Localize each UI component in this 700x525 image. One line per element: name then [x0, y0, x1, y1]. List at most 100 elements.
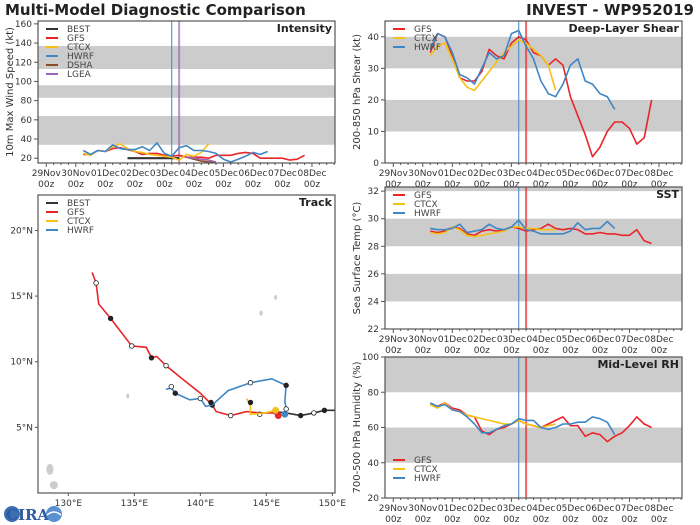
sst-panel: 29Nov00z30Nov00z01Dec00z02Dec00z03Dec00z… — [352, 186, 683, 356]
series-ctcx — [429, 39, 557, 92]
y-tick-label: 60 — [21, 116, 33, 126]
x-tick-label-date: 08Dec — [298, 169, 327, 179]
rh-plot-area — [385, 357, 682, 498]
x-tick-label-date: 30Nov — [61, 169, 91, 179]
y-tick-label: 20°N — [10, 226, 33, 236]
x-tick-label-hour: 00z — [503, 346, 519, 356]
x-tick-label-date: 07Dec — [268, 169, 297, 179]
x-tick-label-date: 30Nov — [408, 335, 438, 345]
legend-label-ctcx: CTCX — [414, 34, 438, 44]
series-lgea — [186, 156, 217, 163]
x-tick-label-date: 08Dec — [645, 335, 674, 345]
x-tick-label-hour: 00z — [97, 180, 113, 190]
x-tick-label-date: 06Dec — [238, 169, 267, 179]
x-tick-label-hour: 00z — [444, 515, 460, 525]
y-tick-label: 100 — [362, 353, 379, 363]
y-tick-label: 22 — [368, 325, 379, 335]
x-tick-label-hour: 00z — [651, 180, 667, 190]
plot-frame — [384, 356, 683, 499]
shaded-band — [385, 99, 682, 132]
series-gfs — [430, 223, 652, 245]
x-tick-label-hour: 00z — [474, 515, 490, 525]
x-tick-label-date: 08Dec — [645, 169, 674, 179]
sst-plot-area — [385, 187, 682, 329]
track-marker-hwrf — [247, 380, 254, 386]
track-marker-best — [321, 407, 328, 413]
legend-label-gfs: GFS — [414, 456, 432, 466]
x-tick-label-hour: 00z — [474, 180, 490, 190]
track-marker-hwrf — [281, 410, 289, 418]
y-tick-label: 15°N — [10, 292, 33, 302]
track-marker-gfs — [107, 315, 114, 322]
legend-label-hwrf: HWRF — [67, 52, 94, 62]
x-tick-label-date: 03Dec — [497, 335, 526, 345]
x-tick-label-date: 06Dec — [585, 335, 614, 345]
x-tick-label-hour: 00z — [651, 515, 667, 525]
x-tick-label-date: 05Dec — [556, 335, 585, 345]
x-tick-label-date: 03Dec — [497, 169, 526, 179]
legend-label-hwrf: HWRF — [414, 209, 441, 219]
y-axis-label: 10m Max Wind Speed (kt) — [5, 27, 16, 157]
cira-logo: CIRA — [4, 506, 62, 524]
legend-label-hwrf: HWRF — [414, 43, 441, 53]
rh-panel: 29Nov00z30Nov00z01Dec00z02Dec00z03Dec00z… — [352, 353, 683, 525]
x-tick-label-hour: 00z — [385, 346, 401, 356]
track-marker-ctcx — [272, 406, 280, 414]
storm-id-title: INVEST - WP952019 — [526, 1, 694, 19]
y-tick-label: 20 — [368, 96, 380, 106]
plot-frame — [37, 20, 336, 164]
x-tick-label-hour: 00z — [592, 180, 608, 190]
x-tick-label-hour: 00z — [127, 180, 143, 190]
track-marker-hwrf — [208, 399, 214, 406]
x-tick-label-hour: 00z — [444, 346, 460, 356]
x-tick-label-hour: 00z — [533, 515, 549, 525]
x-tick-label-hour: 00z — [533, 180, 549, 190]
x-tick-label-date: 02Dec — [120, 169, 149, 179]
x-tick-label-date: 02Dec — [467, 169, 496, 179]
x-tick-label-date: 04Dec — [179, 169, 208, 179]
y-tick-label: 30 — [368, 64, 380, 74]
legend-label-hwrf: HWRF — [414, 474, 441, 484]
x-tick-label-hour: 00z — [533, 346, 549, 356]
y-tick-label: 60 — [368, 424, 380, 434]
x-tick-label-date: 04Dec — [526, 335, 555, 345]
x-tick-label-hour: 00z — [186, 180, 202, 190]
panel-title: Deep-Layer Shear — [568, 22, 679, 35]
x-tick-label-hour: 00z — [38, 180, 54, 190]
legend-label-ctcx: CTCX — [67, 43, 91, 53]
plot-frame — [384, 186, 683, 330]
panel-title: Track — [299, 196, 333, 209]
intensity-panel: 29Nov00z30Nov00z01Dec00z02Dec00z03Dec00z… — [5, 20, 336, 190]
shaded-band — [385, 218, 682, 247]
legend-label-ctcx: CTCX — [414, 465, 438, 475]
x-tick-label: 140°E — [187, 499, 215, 509]
plot-frame — [37, 194, 336, 494]
x-tick-label-hour: 00z — [415, 346, 431, 356]
plot-frame — [384, 20, 683, 164]
track-marker-best — [311, 410, 317, 416]
panel-title: SST — [656, 188, 679, 201]
land-patch — [46, 463, 54, 475]
x-tick-label-hour: 00z — [592, 346, 608, 356]
y-tick-label: 32 — [368, 187, 379, 197]
x-tick-label-date: 01Dec — [438, 169, 467, 179]
y-tick-label: 40 — [21, 135, 33, 145]
legend-label-gfs: GFS — [67, 208, 85, 218]
x-tick-label-date: 06Dec — [585, 504, 614, 514]
shaded-band — [385, 187, 682, 192]
shaded-band — [385, 427, 682, 463]
y-axis-label: Sea Surface Temp (°C) — [352, 202, 363, 315]
x-tick-label-hour: 00z — [215, 180, 231, 190]
x-tick-label-date: 05Dec — [556, 169, 585, 179]
x-tick-label-hour: 00z — [651, 346, 667, 356]
track-marker-hwrf — [172, 390, 178, 396]
track-marker-hwrf — [283, 382, 289, 389]
x-tick-label-hour: 00z — [621, 346, 637, 356]
x-tick-label-date: 03Dec — [497, 504, 526, 514]
legend-label-ctcx: CTCX — [414, 200, 438, 210]
x-tick-label-hour: 00z — [156, 180, 172, 190]
x-tick-label-hour: 00z — [415, 180, 431, 190]
shear-panel: 29Nov00z30Nov00z01Dec00z02Dec00z03Dec00z… — [352, 20, 683, 190]
x-tick-label-hour: 00z — [415, 515, 431, 525]
